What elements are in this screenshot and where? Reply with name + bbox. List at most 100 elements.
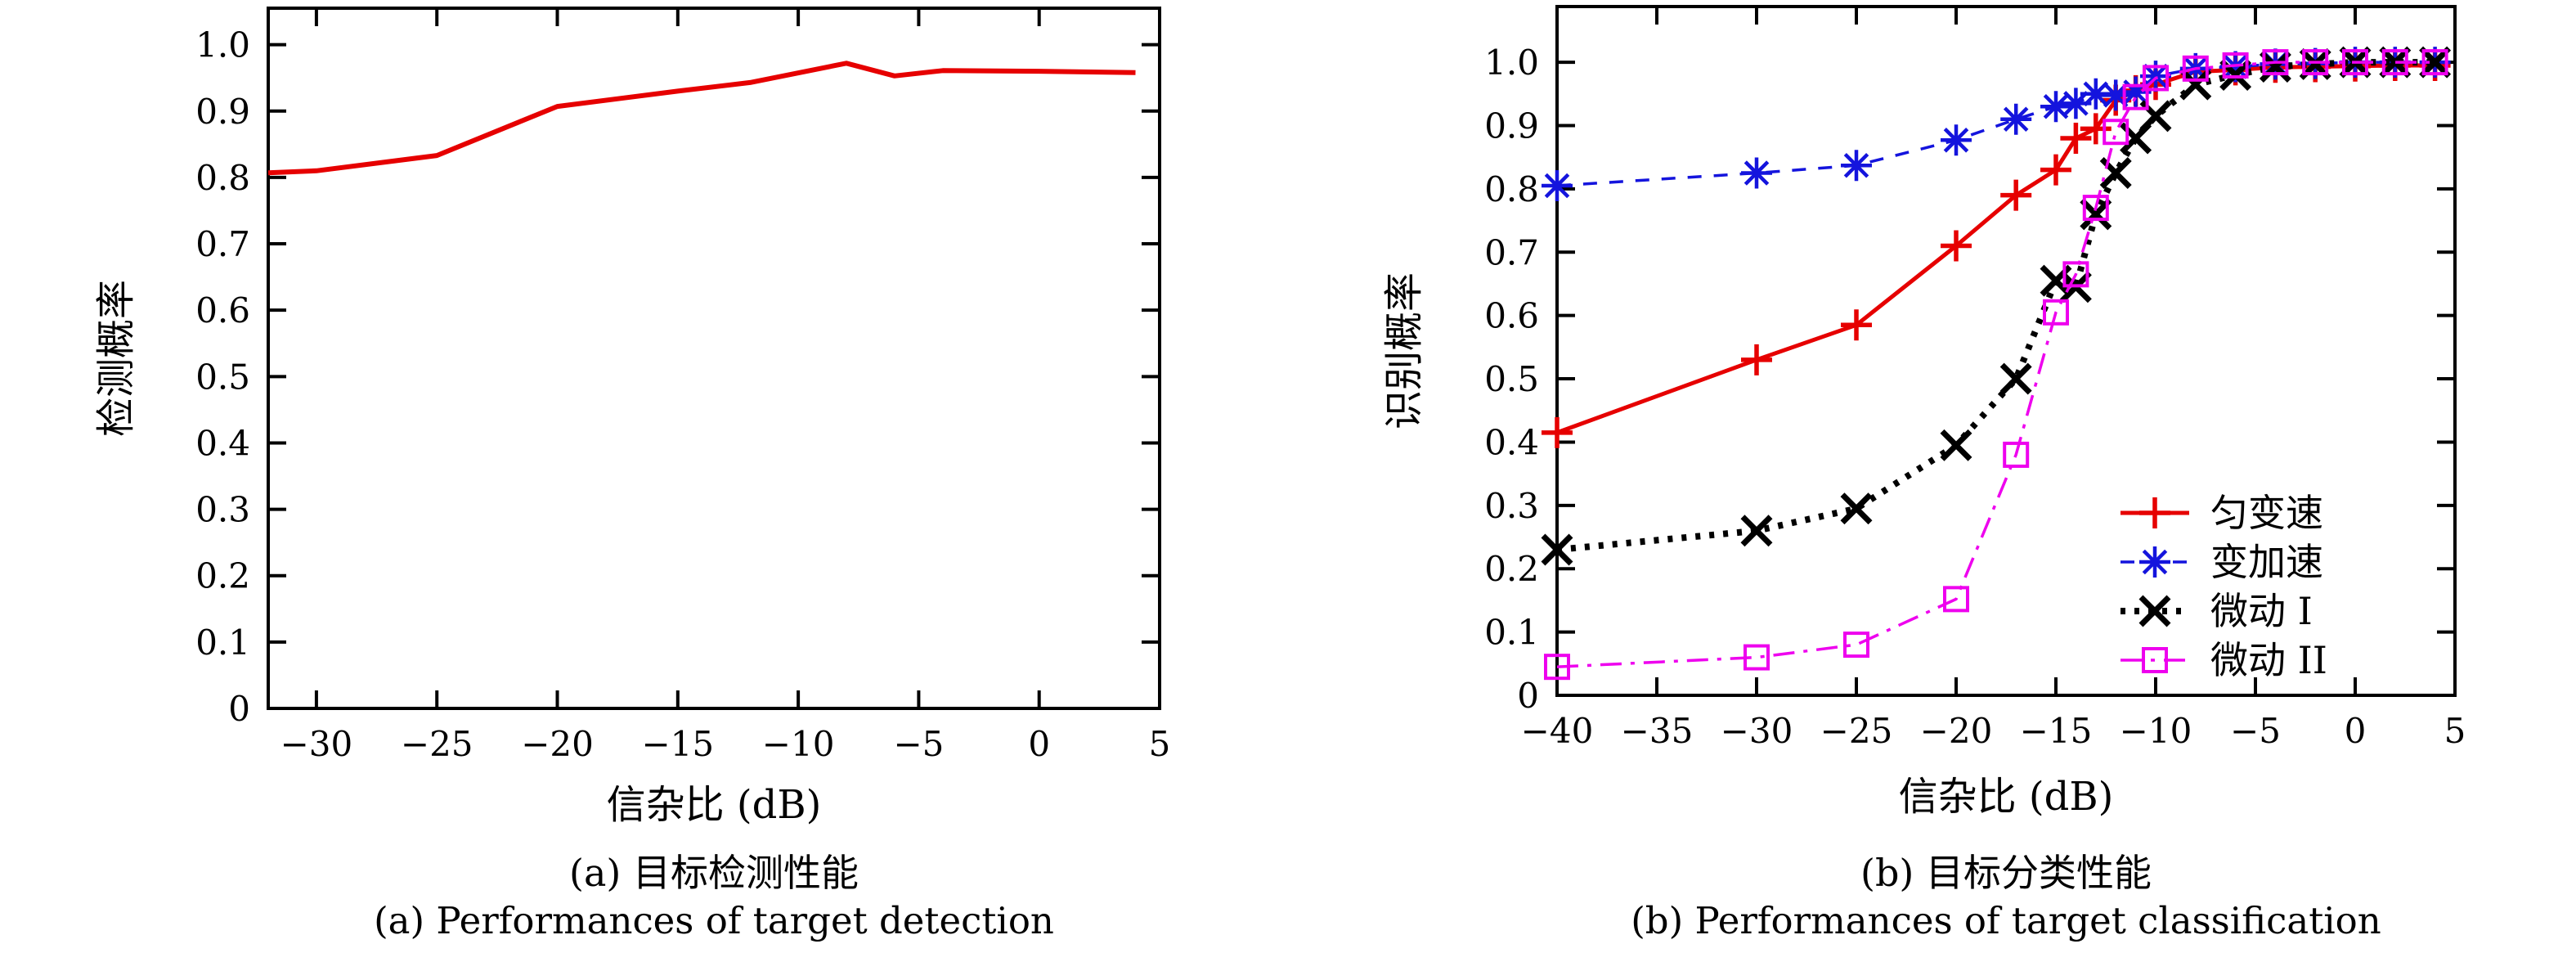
legend-label: 微动 II: [2210, 638, 2327, 682]
x-tick-label: −25: [401, 724, 473, 764]
chart-a-canvas: −30 −25 −20 −15 −10 −5 0 5 0 0.1 0.2 0.3 0.4 0.5 0.6 0.…: [93, 7, 1170, 828]
marker-cross: [2179, 68, 2212, 101]
marker-asterisk: [1542, 170, 1573, 202]
marker-square: [2142, 647, 2168, 673]
series-a-0-line: [267, 61, 1136, 176]
marker-plus: [1741, 344, 1772, 375]
x-tick-label: −20: [1920, 711, 1993, 751]
marker-square: [2003, 441, 2030, 468]
marker-square: [2302, 49, 2329, 76]
y-axis-label: 检测概率: [93, 280, 139, 437]
plot-border: [1555, 5, 2457, 697]
series-b-3-markers: [1544, 49, 2448, 681]
y-tick-label: 0.2: [195, 556, 250, 596]
marker-square: [1544, 654, 1570, 681]
marker-square: [1843, 632, 1869, 659]
chart-a-caption-cn: (a) 目标检测性能: [569, 851, 859, 895]
axis-a: −30 −25 −20 −15 −10 −5 0 5 0 0.1 0.2 0.3 0.4 0.5 0.6 0.…: [93, 7, 1170, 828]
y-tick-label: 0.1: [1484, 613, 1539, 653]
marker-square: [2222, 52, 2249, 79]
chart-b-caption-cn: (b) 目标分类性能: [1860, 851, 2152, 895]
marker-square: [2381, 49, 2408, 76]
y-tick-label: 1.0: [1484, 43, 1539, 83]
series-path-1: [1556, 61, 2435, 187]
x-tick-label: −30: [280, 724, 353, 764]
x-axis-label: 信杂比 (dB): [607, 782, 822, 828]
y-axis-label: 识别概率: [1381, 272, 1427, 429]
series-b-2-line: [1556, 59, 2435, 553]
marker-cross: [2080, 198, 2112, 231]
chart-a-caption-en: (a) Performances of target detection: [374, 899, 1054, 942]
marker-plus: [2000, 179, 2032, 211]
x-axis-label: 信杂比 (dB): [1899, 774, 2114, 820]
marker-asterisk: [2120, 76, 2152, 108]
x-tick-label: −5: [2230, 711, 2281, 751]
marker-cross: [1999, 362, 2032, 395]
marker-asterisk: [1941, 124, 1972, 156]
y-tick-label: 0.9: [195, 92, 250, 132]
y-tick-label: 0.9: [1484, 106, 1539, 146]
marker-square: [2082, 195, 2109, 222]
series-path-0: [1556, 63, 2435, 435]
y-tick-label: 0.6: [195, 290, 250, 330]
x-tick-label: 0: [1028, 724, 1050, 764]
legend-label: 匀变速: [2210, 491, 2323, 535]
y-tick-label: 0.4: [1484, 422, 1539, 462]
marker-asterisk: [2139, 546, 2170, 578]
marker-cross: [1740, 515, 1773, 547]
x-tick-label: 5: [2444, 711, 2466, 751]
series-b-1-line: [1556, 61, 2435, 187]
marker-square: [1943, 586, 1969, 613]
marker-square: [2103, 119, 2129, 146]
series-b-1-markers: [1542, 47, 2451, 202]
marker-asterisk: [2000, 103, 2032, 135]
x-tick-label: −25: [1820, 711, 1893, 751]
marker-cross: [1840, 492, 1873, 525]
marker-square: [2342, 49, 2368, 76]
marker-asterisk: [1741, 157, 1772, 189]
y-tick-label: 0.1: [195, 623, 250, 663]
x-tick-label: −40: [1521, 711, 1594, 751]
x-tick-label: 0: [2345, 711, 2367, 751]
marker-plus: [2040, 154, 2071, 186]
marker-cross: [1940, 429, 1972, 461]
y-tick-label: 0.8: [195, 158, 250, 198]
y-tick-label: 0: [228, 689, 250, 729]
marker-plus: [2139, 497, 2170, 528]
y-tick-label: 0.3: [1484, 486, 1539, 526]
chart-b-caption-en: (b) Performances of target classificatio…: [1631, 899, 2381, 942]
y-tick-label: 0: [1517, 676, 1539, 716]
x-tick-label: −35: [1621, 711, 1694, 751]
marker-asterisk: [2080, 78, 2112, 110]
x-tick-label: −20: [521, 724, 594, 764]
marker-square: [2122, 83, 2149, 110]
x-tick-label: −15: [2020, 711, 2093, 751]
marker-asterisk: [1841, 150, 1872, 182]
marker-plus: [1941, 230, 1972, 262]
marker-plus: [2080, 113, 2112, 145]
y-tick-label: 0.3: [195, 490, 250, 530]
y-tick-label: 0.6: [1484, 296, 1539, 336]
marker-square: [2262, 49, 2289, 76]
marker-cross: [2138, 595, 2171, 627]
series-path-3: [1556, 61, 2435, 668]
marker-cross: [2259, 51, 2291, 83]
y-tick-label: 0.8: [1484, 169, 1539, 209]
chart-b-canvas: −40 −35 −30 −25 −20 −15 −10 −5 0 5 0 0.1 0.2 0.3 0.4 0.…: [1381, 5, 2466, 820]
plot-border: [267, 7, 1161, 710]
marker-square: [2043, 299, 2069, 326]
marker-square: [2182, 55, 2209, 82]
marker-plus: [2060, 122, 2092, 154]
marker-square: [2062, 261, 2089, 288]
marker-asterisk: [2100, 79, 2132, 111]
marker-asterisk: [2140, 61, 2171, 92]
series-b-3-line: [1556, 61, 2435, 668]
marker-plus: [1841, 309, 1872, 341]
series-b-0-line: [1556, 63, 2435, 435]
legend-label: 微动 I: [2210, 589, 2313, 633]
y-tick-label: 1.0: [195, 25, 250, 65]
axis-b: −40 −35 −30 −25 −20 −15 −10 −5 0 5 0 0.1 0.2 0.3 0.4 0.…: [1381, 5, 2466, 820]
marker-asterisk: [2040, 91, 2071, 123]
